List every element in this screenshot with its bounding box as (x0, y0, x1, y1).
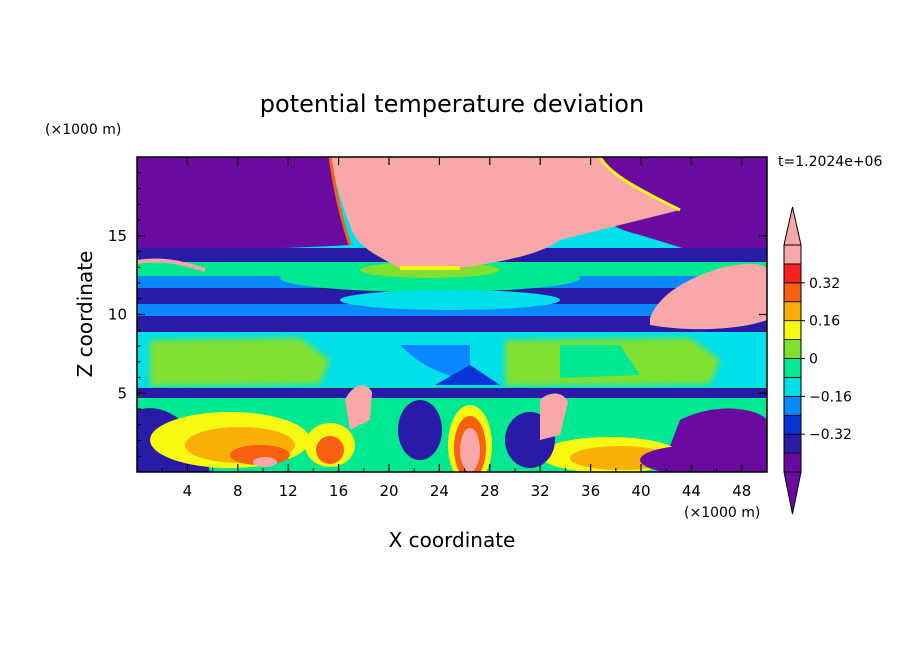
colorbar-segment-9 (783, 282, 802, 303)
x-unit-label: (×1000 m) (684, 505, 760, 521)
colorbar-label-0: 0.32 (809, 276, 840, 292)
colorbar-label-4: −0.32 (809, 427, 852, 443)
stratosphere-region-left (137, 157, 350, 252)
colorbar-segment-7 (783, 320, 802, 340)
y-unit-label: (×1000 m) (45, 122, 121, 138)
stratosphere-region-right (596, 157, 767, 262)
colorbar-segment-11 (783, 244, 802, 265)
x-tick-label-2: 12 (279, 482, 298, 500)
colorbar-segment-4 (783, 377, 802, 397)
colorbar-segment-10 (783, 263, 802, 284)
x-axis-ticks: 4 8 12 16 20 24 28 32 36 40 44 48 (161, 157, 751, 500)
colorbar-extend-top (783, 206, 802, 246)
colorbar-label-2: 0 (809, 352, 818, 368)
colorbar-segment-2 (783, 414, 802, 435)
x-tick-label-1: 8 (233, 482, 243, 500)
warm-cloud-region (330, 157, 680, 268)
x-tick-label-10: 44 (682, 482, 701, 500)
x-tick-label-3: 16 (329, 482, 348, 500)
colorbar-extend-bottom (783, 471, 802, 515)
x-axis-label: X coordinate (389, 528, 516, 552)
y-axis-label: Z coordinate (73, 251, 97, 378)
y-tick-label-2: 15 (108, 227, 127, 245)
x-tick-label-9: 40 (631, 482, 650, 500)
colorbar-segment-3 (783, 395, 802, 416)
colorbar-segment-0 (783, 452, 802, 473)
colorbar-segment-8 (783, 301, 802, 322)
chart-title: potential temperature deviation (260, 90, 644, 118)
colorbar: 0.32 0.16 0 −0.16 −0.32 (783, 206, 852, 515)
colorbar-label-1: 0.16 (809, 314, 840, 330)
contour-plot-area (137, 157, 767, 472)
colorbar-segment-6 (783, 339, 802, 359)
colorbar-segment-1 (783, 433, 802, 454)
y-axis-ticks: 5 10 15 (108, 172, 767, 457)
time-label: t=1.2024e+06 (778, 154, 882, 170)
colorbar-segment-5 (783, 358, 802, 378)
colorbar-label-3: −0.16 (809, 389, 852, 405)
x-tick-label-5: 24 (430, 482, 449, 500)
x-tick-label-7: 32 (531, 482, 550, 500)
x-tick-label-0: 4 (183, 482, 193, 500)
x-tick-label-8: 36 (581, 482, 600, 500)
y-tick-label-1: 10 (108, 306, 127, 324)
x-tick-label-4: 20 (379, 482, 398, 500)
x-tick-label-11: 48 (732, 482, 751, 500)
x-tick-label-6: 28 (480, 482, 499, 500)
y-tick-label-0: 5 (117, 384, 127, 402)
